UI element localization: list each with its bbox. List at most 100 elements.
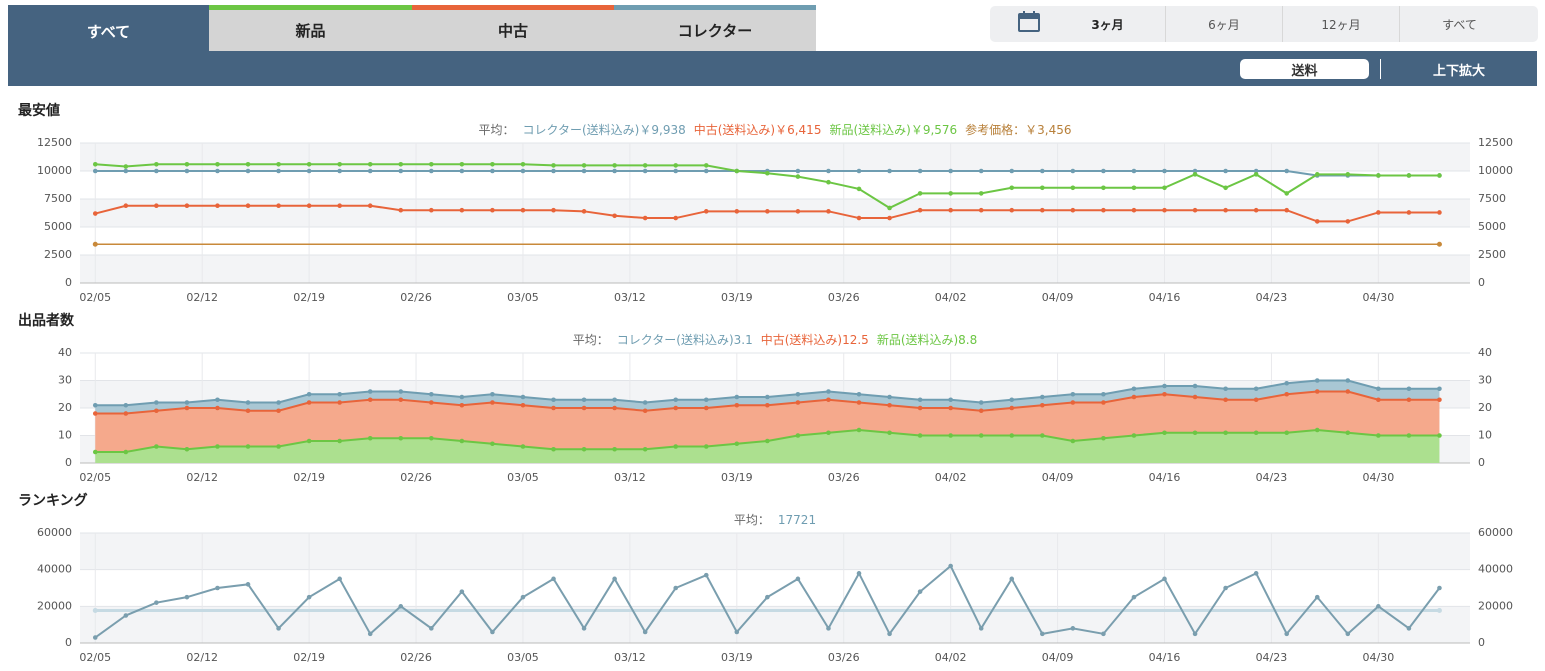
data-point [276, 161, 281, 167]
range-option[interactable]: 6ヶ月 [1165, 6, 1282, 42]
data-point [1070, 438, 1076, 444]
data-point [184, 400, 190, 405]
x-tick-label: 04/09 [1042, 651, 1074, 664]
section-title: ランキング [18, 492, 88, 509]
data-point [1192, 172, 1198, 177]
data-point [1376, 433, 1381, 438]
summary-part: 新品(送料込み)8.8 [877, 332, 977, 347]
data-point [459, 402, 465, 408]
data-point [1437, 173, 1442, 178]
data-point [154, 408, 159, 414]
data-point [367, 631, 373, 637]
data-point [367, 435, 373, 441]
data-point [917, 168, 923, 174]
summary-part: 17721 [778, 513, 816, 527]
x-tick-label: 03/12 [614, 471, 646, 484]
data-point [734, 209, 740, 214]
data-point [215, 203, 220, 209]
y-tick-label: 10000 [37, 164, 72, 177]
tab[interactable]: 中古 [412, 5, 614, 51]
data-point [795, 209, 801, 214]
data-point [978, 408, 984, 414]
shipping-toggle[interactable]: 送料 [1240, 59, 1369, 79]
section-title: 最安値 [18, 102, 60, 119]
data-point [1009, 168, 1015, 174]
x-tick-label: 04/30 [1363, 651, 1395, 664]
data-point [490, 207, 495, 213]
x-tick-label: 04/23 [1256, 471, 1288, 484]
y-tick-label: 60000 [37, 526, 72, 539]
divider [1380, 59, 1381, 79]
x-tick-label: 03/19 [721, 471, 753, 484]
summary-part: 参考価格：￥3,456 [965, 122, 1071, 137]
data-point [887, 205, 892, 211]
data-point [1406, 173, 1412, 178]
data-point [184, 168, 190, 174]
data-point [1162, 185, 1167, 191]
data-point [978, 626, 984, 631]
data-point [887, 430, 892, 436]
x-tick-label: 02/26 [400, 291, 432, 304]
data-point [978, 168, 984, 174]
tab[interactable]: コレクター [614, 5, 816, 51]
data-point [826, 209, 831, 214]
y-tick-label: 5000 [44, 220, 72, 233]
data-point [1345, 389, 1351, 394]
data-point [581, 168, 587, 174]
x-tick-label: 03/12 [614, 651, 646, 664]
data-point [154, 168, 159, 174]
data-point [490, 391, 495, 397]
x-tick-label: 02/26 [400, 471, 432, 484]
data-point [765, 402, 770, 408]
data-point [92, 161, 98, 167]
data-point [581, 209, 587, 214]
data-point [917, 405, 923, 411]
tab[interactable]: すべて [8, 5, 209, 86]
data-point [215, 161, 220, 167]
data-point [826, 430, 831, 436]
data-point [581, 405, 587, 411]
calendar-icon[interactable] [1018, 11, 1040, 33]
data-point [581, 446, 587, 452]
data-point [612, 168, 617, 174]
y-tick-label: 40 [58, 346, 72, 359]
data-point [1223, 430, 1228, 436]
y-tick-label-right: 10000 [1478, 164, 1513, 177]
y-tick-label-right: 30 [1478, 374, 1492, 387]
data-point [673, 215, 679, 221]
data-point [1192, 394, 1198, 400]
x-tick-label: 02/12 [186, 651, 218, 664]
zoom-toggle[interactable]: 上下拡大 [1432, 63, 1485, 79]
data-point [337, 168, 342, 174]
tab[interactable]: 新品 [209, 5, 412, 51]
data-point [978, 400, 984, 405]
y-tick-label-right: 60000 [1478, 526, 1513, 539]
data-point [92, 402, 98, 408]
data-point [215, 444, 220, 449]
data-point [1314, 378, 1320, 383]
data-point [429, 391, 434, 397]
data-point [1162, 576, 1167, 582]
data-point [765, 594, 770, 600]
data-point [337, 400, 342, 405]
data-point [1376, 386, 1381, 392]
range-option[interactable]: すべて [1399, 6, 1519, 42]
summary-part: 平均： [734, 513, 770, 527]
x-tick-label: 02/19 [293, 651, 325, 664]
data-point [887, 215, 892, 221]
data-point [123, 449, 129, 455]
plot-band [80, 606, 1470, 643]
data-point [551, 405, 556, 411]
range-option[interactable]: 3ヶ月 [1091, 17, 1124, 32]
y-tick-label: 0 [65, 456, 72, 469]
data-point [948, 405, 953, 411]
range-option[interactable]: 12ヶ月 [1282, 6, 1399, 42]
data-point [1040, 168, 1045, 174]
summary-part: 中古(送料込み)￥6,415 [694, 122, 822, 137]
data-point [1253, 386, 1259, 392]
data-point [978, 433, 984, 438]
y-tick-label-right: 20 [1478, 401, 1492, 414]
data-point [1437, 386, 1442, 392]
data-point [184, 203, 190, 209]
x-tick-label: 03/19 [721, 651, 753, 664]
